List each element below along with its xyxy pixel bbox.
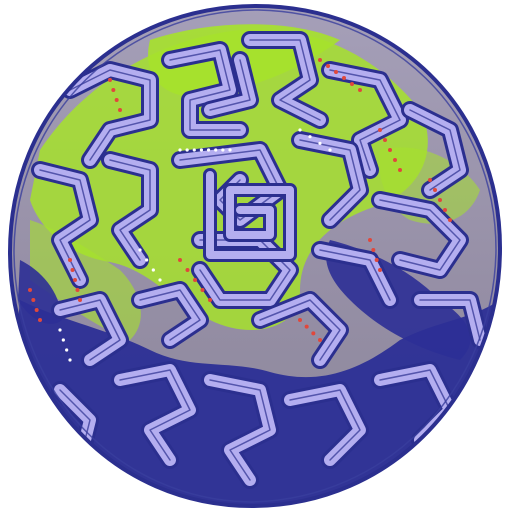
white-dot [58, 328, 62, 332]
blue-region [10, 300, 500, 506]
red-dot [34, 308, 39, 312]
white-dot [65, 348, 69, 352]
maze-wall-center-line [379, 199, 461, 271]
maze-wall-center-line [109, 159, 151, 261]
maze-wall-center-line [209, 59, 251, 111]
white-dot [158, 278, 162, 282]
red-dot [350, 82, 354, 86]
red-dot [118, 108, 122, 112]
red-dot [318, 58, 322, 62]
red-dot [75, 288, 80, 292]
maze-wall-center-line [119, 369, 191, 461]
red-dot [114, 98, 119, 102]
white-dot [206, 148, 211, 152]
white-dot [308, 135, 312, 139]
white-dot [214, 148, 218, 152]
maze-wall-center-line [39, 169, 91, 281]
red-dot [433, 188, 437, 192]
red-dot [393, 158, 397, 162]
red-dot [448, 218, 452, 222]
white-dot [68, 358, 72, 362]
white-dot [192, 148, 196, 152]
red-dot [193, 278, 197, 282]
red-dot [378, 128, 382, 132]
maze-wall-center-line [299, 139, 361, 221]
maze-wall-center-line [329, 69, 401, 171]
maze-wall-center-line [59, 299, 121, 361]
sphere-outline [7, 3, 503, 509]
red-dot [318, 338, 322, 342]
red-dot [298, 318, 302, 322]
red-dot [28, 288, 32, 292]
red-dot [374, 258, 379, 262]
white-dot [199, 148, 204, 152]
red-dot [111, 88, 116, 92]
white-dot [328, 148, 332, 152]
maze-wall-center-line [69, 69, 151, 161]
maze-wall-center-line [249, 39, 321, 121]
red-dot [342, 76, 346, 80]
red-dot [73, 278, 77, 282]
red-dot [304, 324, 309, 329]
red-dot [398, 168, 402, 172]
maze-wall-center-line [319, 249, 391, 301]
red-dot [78, 298, 82, 302]
red-dot [383, 138, 387, 142]
red-dot [371, 248, 376, 252]
red-dot [378, 268, 382, 272]
white-dot [318, 141, 322, 145]
red-dot [70, 268, 75, 272]
red-dot [358, 88, 362, 92]
white-dot [151, 268, 155, 272]
red-dot [200, 288, 205, 292]
red-dot [38, 318, 42, 322]
red-dot [208, 298, 212, 302]
white-dot [138, 248, 142, 252]
white-dot [61, 338, 65, 342]
red-dot [428, 178, 432, 182]
blue-region [18, 260, 62, 324]
red-dot-accents [28, 58, 452, 342]
white-dot [178, 148, 182, 152]
white-dot [221, 148, 225, 152]
maze-wall-center-line [209, 379, 271, 481]
maze-wall-center-line [409, 109, 461, 191]
white-dot [185, 148, 189, 152]
white-dot-accents [58, 128, 332, 362]
red-dot [334, 70, 338, 74]
red-dot [108, 78, 112, 82]
red-dot [185, 268, 190, 272]
red-dot [368, 238, 372, 242]
maze-walls [31, 31, 489, 489]
red-dot [326, 64, 330, 68]
red-dot [31, 298, 36, 302]
sphere-outline-sketch [13, 9, 497, 503]
red-dot [68, 258, 72, 262]
spiral-wall [206, 171, 294, 259]
maze-wall-center-line [289, 389, 361, 461]
white-dot [298, 128, 302, 132]
red-dot [443, 208, 447, 212]
red-dot [438, 198, 442, 202]
red-dot [178, 258, 182, 262]
red-dot [388, 148, 392, 152]
maze-wall-center-line [419, 299, 481, 341]
white-dot [145, 258, 149, 262]
white-dot [228, 148, 232, 152]
maze-wall-center-line [169, 49, 241, 131]
maze-wall-center-line [259, 299, 341, 361]
maze-wall-center-line [139, 289, 201, 341]
red-dot [311, 331, 316, 336]
